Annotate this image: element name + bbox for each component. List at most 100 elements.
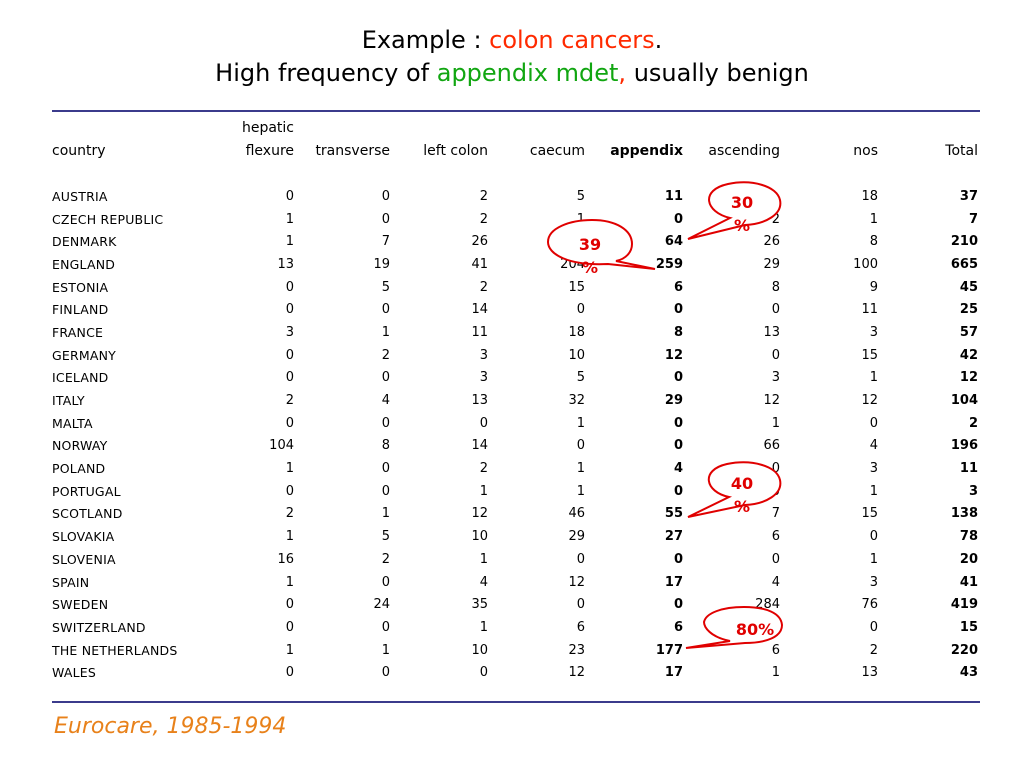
cell-appendix: 6 [673, 619, 683, 635]
cell-left-colon: 0 [479, 415, 488, 431]
cell-transverse: 0 [381, 574, 390, 590]
cell-caecum: 0 [576, 438, 585, 454]
cell-nos: 0 [869, 619, 878, 635]
table-row: AUSTRIA 0 0 2 5 11 18 37 [52, 185, 980, 208]
cell-nos: 15 [861, 347, 878, 363]
cell-left-colon: 1 [479, 551, 488, 567]
cell-total: 11 [959, 461, 978, 477]
header-total: Total [945, 143, 978, 159]
table-row: SCOTLAND 2 1 12 46 55 7 15 138 [52, 503, 980, 526]
cell-total: 220 [950, 642, 978, 658]
cell-caecum: 12 [568, 665, 585, 681]
header-caecum: caecum [529, 143, 585, 159]
cell-appendix: 29 [664, 393, 683, 409]
cell-total: 138 [950, 506, 978, 522]
table-row: SPAIN 1 0 4 12 17 4 3 41 [52, 571, 980, 594]
cell-hepatic-flexure: 1 [285, 461, 294, 477]
cell-caecum: 1 [576, 211, 585, 227]
cell-left-colon: 10 [471, 529, 488, 545]
cell-ascending: 3 [771, 370, 780, 386]
cell-hepatic-flexure: 1 [285, 211, 294, 227]
cell-transverse: 2 [381, 551, 390, 567]
cell-caecum: 12 [568, 574, 585, 590]
cell-appendix: 0 [673, 483, 683, 499]
cell-caecum: 1 [576, 415, 585, 431]
cell-left-colon: 26 [471, 234, 488, 250]
cell-country: FINLAND [52, 302, 109, 318]
cell-left-colon: 3 [479, 347, 488, 363]
header-ascending: ascending [708, 143, 780, 159]
cell-nos: 2 [869, 642, 878, 658]
cell-ascending: 0 [771, 302, 780, 318]
cell-transverse: 1 [381, 324, 390, 340]
cell-transverse: 0 [381, 370, 390, 386]
cell-country: POLAND [52, 461, 106, 477]
cell-ascending [685, 616, 782, 639]
table-row: GERMANY 0 2 3 10 12 0 15 42 [52, 344, 980, 367]
cell-appendix: 0 [673, 211, 683, 227]
header-transverse: transverse [315, 143, 390, 159]
cell-country: FRANCE [52, 324, 104, 340]
header-left-colon: left colon [423, 143, 488, 159]
cell-hepatic-flexure: 0 [285, 188, 294, 204]
cell-hepatic-flexure: 0 [285, 302, 294, 318]
cell-nos: 13 [861, 665, 878, 681]
cell-transverse: 0 [381, 415, 390, 431]
table-row: DENMARK 1 7 26 64 26 8 210 [52, 230, 980, 253]
table-row: ITALY 2 4 13 32 29 12 12 104 [52, 389, 980, 412]
cell-left-colon: 10 [471, 642, 488, 658]
cell-hepatic-flexure: 13 [277, 256, 294, 272]
table-row: NORWAY 104 8 14 0 0 66 4 196 [52, 435, 980, 458]
cell-appendix: 0 [673, 551, 683, 567]
cell-country: MALTA [52, 415, 93, 431]
header-flexure: flexure [245, 143, 294, 159]
cell-appendix: 8 [673, 324, 683, 340]
subtitle-comma: , [618, 59, 627, 87]
cell-left-colon: 35 [471, 597, 488, 613]
cell-total: 104 [950, 393, 978, 409]
cell-left-colon: 1 [479, 619, 488, 635]
cell-total: 45 [959, 279, 978, 295]
table-row: ENGLAND 13 19 41 204 259 29 100 665 [52, 253, 980, 276]
cell-transverse: 8 [381, 438, 390, 454]
cell-hepatic-flexure: 2 [285, 393, 294, 409]
cell-ascending: 1 [771, 665, 780, 681]
cell-nos: 9 [869, 279, 878, 295]
cell-country: DENMARK [52, 234, 117, 250]
cell-left-colon: 1 [479, 483, 488, 499]
cell-total: 25 [959, 302, 978, 318]
cell-appendix: 11 [664, 188, 683, 204]
cell-total: 2 [968, 415, 978, 431]
cell-total: 210 [950, 234, 978, 250]
cell-total: 665 [950, 256, 978, 272]
table-row: ICELAND 0 0 3 5 0 3 1 12 [52, 367, 980, 390]
table-row: SLOVAKIA 1 5 10 29 27 6 0 78 [52, 525, 980, 548]
cell-nos: 18 [861, 188, 878, 204]
title-highlight-colon-cancers: colon cancers [489, 26, 655, 54]
cell-ascending: 29 [763, 256, 780, 272]
cell-hepatic-flexure: 1 [285, 574, 294, 590]
cell-transverse: 7 [381, 234, 390, 250]
cell-ascending: 26 [763, 234, 780, 250]
table-row: WALES 0 0 0 12 17 1 13 43 [52, 661, 980, 684]
cell-country: ITALY [52, 393, 85, 409]
table-row: SWITZERLAND 0 0 1 6 6 0 15 [52, 616, 980, 639]
cell-caecum: 5 [576, 370, 585, 386]
cell-nos: 100 [853, 256, 878, 272]
cell-transverse: 1 [381, 506, 390, 522]
cell-appendix: 259 [655, 256, 683, 272]
cell-nos: 1 [869, 370, 878, 386]
bottom-divider [52, 701, 980, 703]
subtitle-highlight-appendix-mdet: appendix mdet [436, 59, 619, 87]
cell-total: 20 [959, 551, 978, 567]
cell-caecum: 10 [568, 347, 585, 363]
cell-hepatic-flexure: 1 [285, 529, 294, 545]
cell-ascending: 7 [771, 506, 780, 522]
cell-hepatic-flexure: 104 [269, 438, 294, 454]
cell-transverse: 4 [381, 393, 390, 409]
cell-appendix: 64 [664, 234, 683, 250]
cell-total: 43 [959, 665, 978, 681]
cell-transverse: 5 [381, 529, 390, 545]
cell-appendix: 4 [673, 461, 683, 477]
cell-total: 12 [959, 370, 978, 386]
